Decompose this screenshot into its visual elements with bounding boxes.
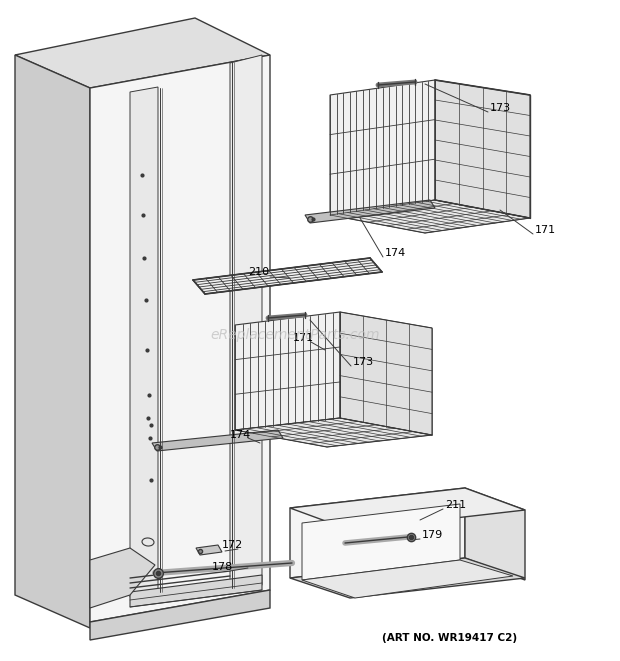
Text: 171: 171	[293, 333, 314, 343]
Text: 179: 179	[422, 530, 443, 540]
Polygon shape	[15, 18, 270, 88]
Text: 174: 174	[230, 430, 251, 440]
Polygon shape	[302, 504, 460, 580]
Polygon shape	[193, 258, 382, 294]
Text: 173: 173	[490, 103, 511, 113]
Polygon shape	[230, 55, 262, 590]
Polygon shape	[90, 55, 270, 622]
Text: 171: 171	[535, 225, 556, 235]
Polygon shape	[15, 55, 90, 628]
Text: 173: 173	[353, 357, 374, 367]
Polygon shape	[130, 575, 262, 607]
Polygon shape	[305, 200, 435, 223]
Polygon shape	[465, 488, 525, 580]
Polygon shape	[330, 80, 435, 215]
Text: 178: 178	[212, 562, 233, 572]
Polygon shape	[235, 418, 432, 447]
Polygon shape	[235, 312, 340, 430]
Polygon shape	[290, 488, 465, 578]
Text: eReplacementParts.com: eReplacementParts.com	[210, 328, 379, 342]
Polygon shape	[90, 548, 155, 608]
Polygon shape	[340, 312, 432, 435]
Text: 172: 172	[222, 540, 243, 550]
Polygon shape	[90, 590, 270, 640]
Text: 174: 174	[385, 248, 406, 258]
Text: (ART NO. WR19417 C2): (ART NO. WR19417 C2)	[383, 633, 518, 643]
Polygon shape	[302, 560, 513, 598]
Polygon shape	[196, 545, 222, 555]
Polygon shape	[130, 87, 158, 597]
Polygon shape	[290, 558, 525, 598]
Polygon shape	[435, 80, 530, 218]
Polygon shape	[152, 430, 283, 451]
Text: 210: 210	[248, 267, 269, 277]
Polygon shape	[290, 488, 525, 530]
Text: 211: 211	[445, 500, 466, 510]
Polygon shape	[330, 200, 530, 233]
